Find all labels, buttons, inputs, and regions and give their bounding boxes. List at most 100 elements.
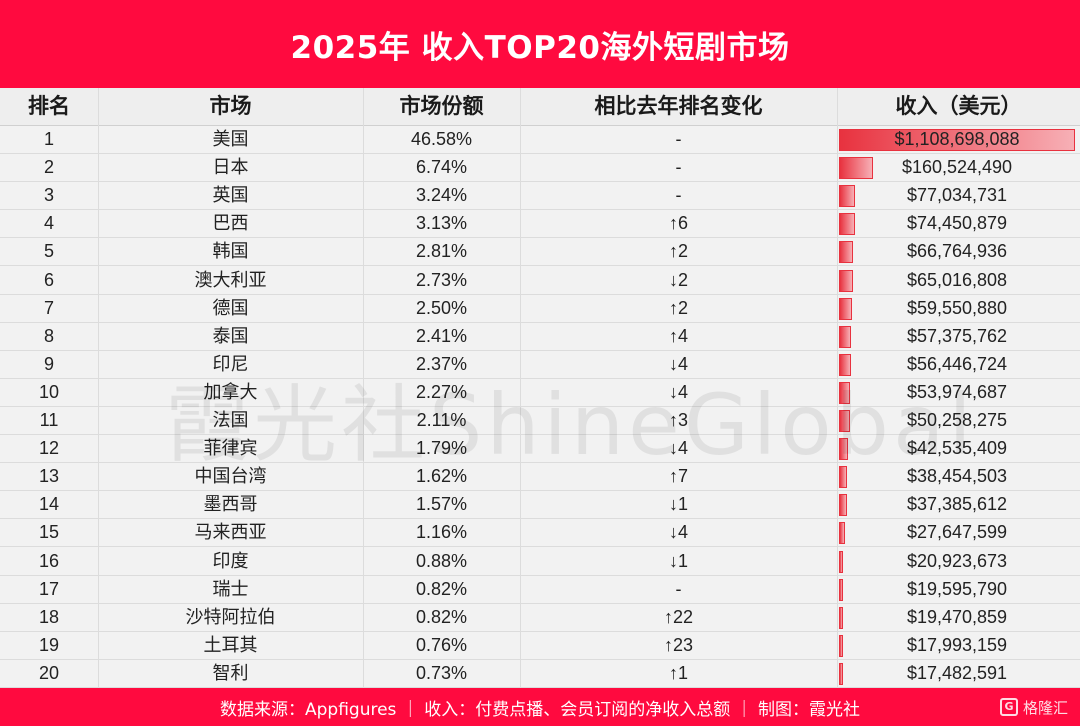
revenue-bar	[839, 297, 852, 320]
table-row: 6 澳大利亚 2.73% ↓2 $65,016,808	[0, 267, 1080, 295]
revenue-cell: $74,450,879	[906, 213, 1008, 234]
table-body: 1 美国 46.58% - $1,108,698,088 2 日本 6.74% - $160,52…	[0, 126, 1080, 688]
rank-cell: 4	[43, 213, 54, 234]
rank-cell: 5	[43, 241, 54, 262]
market-cell: 智利	[212, 662, 249, 684]
share-cell: 2.37%	[415, 353, 468, 374]
rank-change-cell: ↓1	[668, 550, 688, 571]
revenue-cell: $59,550,880	[906, 297, 1008, 318]
market-cell: 巴西	[212, 213, 249, 235]
market-cell: 土耳其	[203, 634, 258, 656]
market-cell: 美国	[212, 129, 249, 150]
revenue-cell: $66,764,936	[906, 241, 1008, 262]
share-cell: 6.74%	[415, 157, 468, 178]
rank-cell: 2	[43, 157, 54, 178]
rank-change-cell: ↑2	[668, 241, 688, 262]
table-row: 20 智利 0.73% ↑1 $17,482,591	[0, 660, 1080, 688]
market-cell: 印度	[212, 550, 249, 572]
table-row: 7 德国 2.50% ↑2 $59,550,880	[0, 295, 1080, 323]
share-cell: 2.11%	[416, 410, 467, 430]
column-divider	[520, 88, 521, 688]
rank-change-cell: ↑3	[668, 410, 688, 430]
revenue-cell: $37,385,612	[906, 494, 1008, 515]
rank-cell: 19	[38, 634, 60, 655]
revenue-bar	[839, 662, 843, 685]
revenue-cell: $17,482,591	[906, 662, 1008, 683]
revenue-bar	[839, 381, 851, 404]
logo-icon: G	[999, 698, 1018, 716]
revenue-bar	[839, 269, 853, 292]
table-header: 排名 市场 市场份额 相比去年排名变化 收入（美元）	[0, 88, 1080, 126]
revenue-cell: $50,258,275	[906, 410, 1008, 430]
rank-cell: 18	[38, 606, 60, 627]
rank-change-cell: -	[675, 185, 682, 206]
ranking-table: 排名 市场 市场份额 相比去年排名变化 收入（美元） 1 美国 46.58% - $1,…	[0, 88, 1080, 688]
rank-change-cell: -	[675, 157, 682, 178]
rank-change-cell: ↑22	[663, 606, 694, 627]
market-cell: 韩国	[212, 241, 249, 263]
market-cell: 瑞士	[212, 578, 249, 600]
page-title: 2025年 收入TOP20海外短剧市场	[0, 0, 1080, 88]
share-cell: 1.57%	[415, 494, 468, 515]
rank-change-cell: ↓4	[668, 381, 688, 402]
revenue-bar	[839, 157, 874, 180]
rank-change-cell: ↑2	[668, 297, 688, 318]
market-cell: 加拿大	[203, 381, 258, 403]
revenue-cell: $56,446,724	[906, 353, 1008, 374]
rank-change-cell: ↓4	[668, 438, 688, 459]
rank-cell: 9	[43, 353, 54, 374]
share-cell: 0.82%	[415, 606, 468, 627]
revenue-bar	[839, 438, 849, 461]
share-cell: 46.58%	[410, 129, 473, 149]
share-cell: 1.62%	[415, 466, 468, 487]
share-cell: 3.24%	[415, 185, 468, 206]
rank-cell: 13	[38, 466, 60, 487]
revenue-bar	[839, 185, 856, 208]
column-divider	[98, 88, 99, 688]
table-row: 5 韩国 2.81% ↑2 $66,764,936	[0, 238, 1080, 267]
rank-cell: 14	[38, 494, 60, 515]
share-cell: 2.50%	[415, 297, 468, 318]
logo: G 格隆汇	[999, 696, 1068, 718]
revenue-bar	[839, 550, 844, 573]
header-share: 市场份额	[399, 94, 484, 118]
table-row: 12 菲律宾 1.79% ↓4 $42,535,409	[0, 435, 1080, 464]
table-row: 1 美国 46.58% - $1,108,698,088	[0, 126, 1080, 154]
table-row: 16 印度 0.88% ↓1 $20,923,673	[0, 548, 1080, 576]
rank-change-cell: ↓4	[668, 353, 688, 374]
market-cell: 德国	[212, 297, 249, 319]
revenue-cell: $19,470,859	[906, 606, 1008, 627]
table-row: 2 日本 6.74% - $160,524,490	[0, 154, 1080, 183]
rank-cell: 11	[39, 410, 59, 430]
revenue-cell: $65,016,808	[906, 269, 1008, 290]
table-row: 8 泰国 2.41% ↑4 $57,375,762	[0, 323, 1080, 351]
header-market: 市场	[209, 94, 252, 118]
revenue-bar	[839, 466, 848, 489]
table-row: 9 印尼 2.37% ↓4 $56,446,724	[0, 351, 1080, 379]
share-cell: 1.16%	[415, 522, 468, 543]
rank-cell: 8	[43, 325, 54, 346]
revenue-cell: $20,923,673	[906, 550, 1008, 571]
market-cell: 沙特阿拉伯	[185, 606, 276, 628]
table-row: 17 瑞士 0.82% - $19,595,790	[0, 576, 1080, 604]
revenue-bar	[839, 129, 1075, 151]
rank-change-cell: ↑1	[668, 662, 688, 683]
share-cell: 2.41%	[415, 325, 468, 346]
revenue-bar	[839, 522, 845, 545]
logo-text: 格隆汇	[1022, 698, 1068, 717]
rank-cell: 20	[38, 662, 60, 683]
revenue-cell: $27,647,599	[906, 522, 1008, 543]
market-cell: 泰国	[212, 325, 249, 347]
revenue-bar	[839, 494, 847, 517]
table-row: 13 中国台湾 1.62% ↑7 $38,454,503	[0, 463, 1080, 492]
header-revenue: 收入（美元）	[895, 94, 1022, 118]
revenue-bar	[839, 606, 844, 629]
rank-change-cell: ↓2	[668, 269, 688, 290]
market-cell: 日本	[212, 157, 249, 179]
share-cell: 1.79%	[415, 438, 468, 459]
table-row: 18 沙特阿拉伯 0.82% ↑22 $19,470,859	[0, 604, 1080, 632]
table-row: 4 巴西 3.13% ↑6 $74,450,879	[0, 210, 1080, 239]
rank-cell: 16	[38, 550, 60, 571]
table-row: 19 土耳其 0.76% ↑23 $17,993,159	[0, 632, 1080, 660]
revenue-cell: $42,535,409	[906, 438, 1008, 459]
